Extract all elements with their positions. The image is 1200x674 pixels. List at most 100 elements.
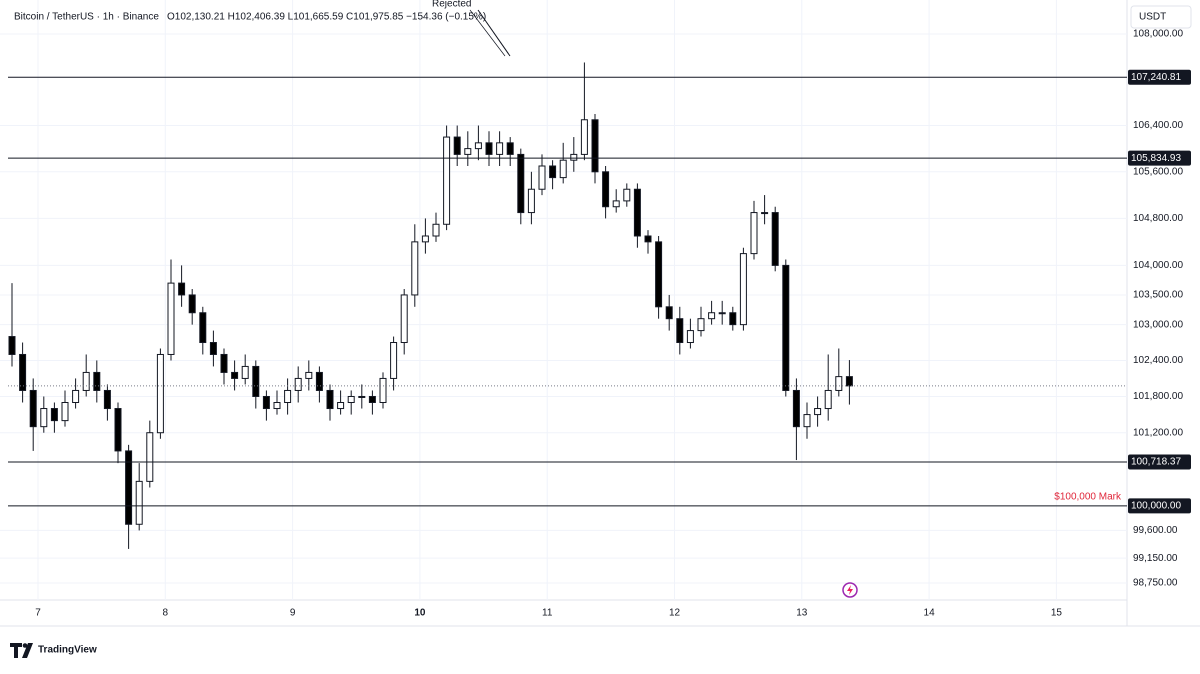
candle-body: [676, 318, 684, 344]
candle-body: [146, 432, 154, 482]
level-label: 100,000.00: [1131, 500, 1181, 511]
candle-body: [474, 142, 482, 150]
candle-body: [103, 389, 111, 410]
candle-body: [771, 212, 779, 266]
x-tick-label: 7: [35, 608, 41, 619]
flash-icon[interactable]: [842, 582, 858, 598]
candle-body: [803, 414, 811, 428]
candle-body: [549, 165, 557, 179]
plot-area: [0, 0, 1127, 600]
chart-title: Bitcoin / TetherUS · 1h · Binance: [14, 12, 159, 23]
candle-body: [633, 188, 641, 237]
y-tick-label: 105,600.00: [1133, 166, 1183, 177]
candle-body: [125, 450, 133, 525]
y-tick-label: 104,800.00: [1133, 213, 1183, 224]
candle-body: [188, 294, 196, 314]
candle-body: [178, 282, 186, 296]
candle-body: [114, 408, 122, 452]
candle-body: [591, 119, 599, 173]
x-tick-label: 9: [290, 608, 296, 619]
candle-body: [729, 312, 737, 326]
candle-body: [231, 371, 239, 379]
candle-body: [273, 402, 281, 410]
candle-body: [135, 480, 143, 525]
ohlc-legend: O102,130.21 H102,406.39 L101,665.59 C101…: [167, 12, 486, 23]
currency-box[interactable]: [1130, 5, 1192, 29]
candle-body: [739, 253, 747, 326]
candle-body: [835, 376, 843, 391]
candle-body: [347, 395, 355, 404]
candle-body: [358, 395, 366, 398]
logo-v[interactable]: [22, 643, 33, 658]
candle-body: [220, 353, 228, 373]
candle-body: [623, 188, 631, 202]
y-tick-label: 101,800.00: [1133, 391, 1183, 402]
x-tick-label: 8: [163, 608, 169, 619]
candle-body: [824, 389, 832, 410]
candle-body: [411, 241, 419, 296]
flash-bolt[interactable]: [847, 585, 853, 595]
candle-body: [262, 395, 270, 410]
candle-body: [686, 330, 694, 344]
candle-body: [655, 241, 663, 308]
x-tick-label: 13: [796, 608, 808, 619]
candle-body: [72, 389, 80, 404]
candle-body: [782, 264, 790, 391]
y-tick-label: 108,000.00: [1133, 29, 1183, 40]
logo-t[interactable]: [10, 643, 22, 658]
candle-body: [814, 408, 822, 416]
candle-body: [517, 153, 525, 214]
annotation: Rejected: [432, 0, 471, 10]
candle-body: [644, 235, 652, 243]
mark-label: $100,000 Mark: [1054, 491, 1122, 502]
level-label: 105,834.93: [1131, 153, 1181, 164]
candle-body: [527, 188, 535, 214]
candle-body: [443, 136, 451, 225]
candle-body: [368, 395, 376, 404]
currency[interactable]: USDT: [1139, 12, 1166, 23]
candle-body: [50, 408, 58, 422]
y-tick-label: 101,200.00: [1133, 427, 1183, 438]
candle-body: [496, 142, 504, 155]
candle-body: [538, 165, 546, 190]
y-tick-label: 104,000.00: [1133, 260, 1183, 271]
y-tick-label: 106,400.00: [1133, 120, 1183, 131]
level-label-box: [1128, 69, 1191, 85]
candle-body: [485, 142, 493, 155]
candle-body: [453, 136, 461, 155]
brand[interactable]: TradingView: [38, 645, 97, 656]
candle-body: [708, 312, 716, 320]
flash-circle[interactable]: [842, 582, 858, 598]
candle-body: [559, 159, 567, 179]
y-tick-label: 103,000.00: [1133, 319, 1183, 330]
logo-dot[interactable]: [22, 643, 28, 648]
candle-body: [199, 312, 207, 344]
candle-body: [421, 235, 429, 243]
x-tick-label: 12: [669, 608, 681, 619]
candle-body: [315, 371, 323, 391]
candle-body: [570, 153, 578, 161]
brand-logo[interactable]: [10, 643, 33, 658]
x-tick-label: 15: [1051, 608, 1063, 619]
candle-body: [697, 318, 705, 332]
candle-body: [665, 306, 673, 320]
candle-body: [19, 353, 27, 391]
candle-body: [432, 223, 440, 237]
candle-body: [241, 365, 249, 379]
level-label: 107,240.81: [1131, 72, 1181, 83]
candle-body: [29, 389, 37, 428]
candle-body: [792, 389, 800, 428]
candle-body: [602, 171, 610, 208]
candle-body: [156, 353, 164, 434]
y-tick-label: 99,600.00: [1133, 525, 1178, 536]
candle-body: [337, 402, 345, 410]
candle-body: [8, 336, 16, 355]
candle-body: [167, 282, 175, 355]
candle-body: [761, 212, 769, 215]
candle-body: [464, 148, 472, 155]
candle-body: [305, 371, 313, 379]
y-tick-label: 102,400.00: [1133, 355, 1183, 366]
candle-body: [294, 377, 302, 391]
